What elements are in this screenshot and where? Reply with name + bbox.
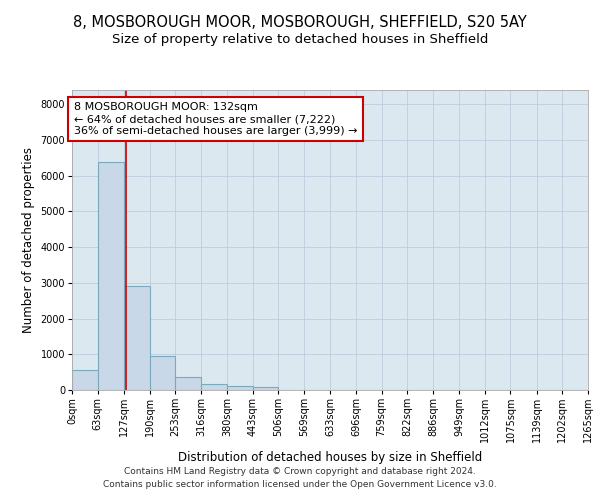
Bar	[227, 386, 253, 390]
Bar	[149, 356, 175, 390]
Text: Size of property relative to detached houses in Sheffield: Size of property relative to detached ho…	[112, 32, 488, 46]
Y-axis label: Number of detached properties: Number of detached properties	[22, 147, 35, 333]
X-axis label: Distribution of detached houses by size in Sheffield: Distribution of detached houses by size …	[178, 451, 482, 464]
Bar	[201, 384, 227, 390]
Bar	[253, 387, 278, 390]
Text: 8, MOSBOROUGH MOOR, MOSBOROUGH, SHEFFIELD, S20 5AY: 8, MOSBOROUGH MOOR, MOSBOROUGH, SHEFFIEL…	[73, 15, 527, 30]
Bar	[124, 286, 149, 390]
Bar	[72, 370, 98, 390]
Text: 8 MOSBOROUGH MOOR: 132sqm
← 64% of detached houses are smaller (7,222)
36% of se: 8 MOSBOROUGH MOOR: 132sqm ← 64% of detac…	[74, 102, 358, 136]
Text: Contains HM Land Registry data © Crown copyright and database right 2024.: Contains HM Land Registry data © Crown c…	[124, 467, 476, 476]
Bar	[175, 377, 201, 390]
Bar	[98, 162, 124, 390]
Text: Contains public sector information licensed under the Open Government Licence v3: Contains public sector information licen…	[103, 480, 497, 489]
